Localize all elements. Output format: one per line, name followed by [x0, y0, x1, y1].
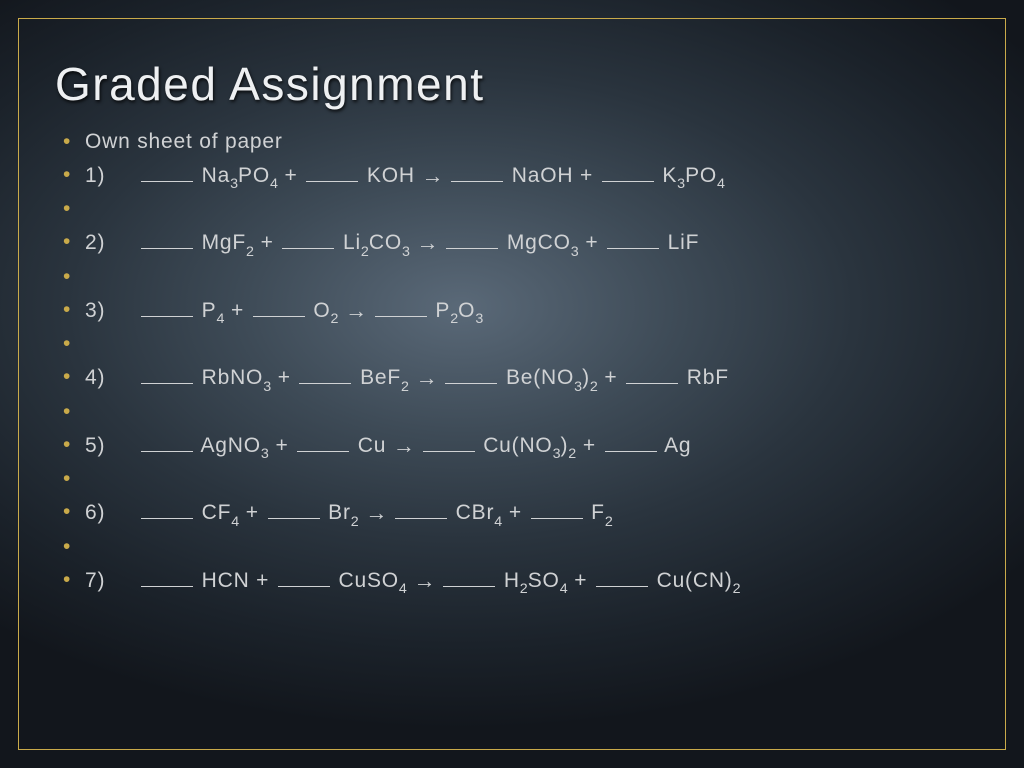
species: HCN: [202, 569, 250, 592]
equation-line: 2) MgF2 + Li2CO3 → MgCO3 + LiF: [57, 231, 971, 257]
species: K3PO4: [662, 164, 725, 187]
coefficient-blank: [445, 368, 497, 385]
species: CuSO4: [339, 569, 407, 592]
species: MgCO3: [507, 231, 579, 254]
coefficient-blank: [141, 570, 193, 587]
species: KOH: [367, 164, 415, 187]
intro-line: Own sheet of paper: [57, 131, 971, 156]
coefficient-blank: [299, 368, 351, 385]
arrow-icon: →: [417, 230, 438, 255]
coefficient-blank: [278, 570, 330, 587]
equation-number: 6): [85, 502, 139, 523]
species: BeF2: [360, 366, 409, 389]
coefficient-blank: [306, 165, 358, 182]
slide: Graded Assignment Own sheet of paper 1) …: [0, 0, 1024, 768]
species: O2: [313, 299, 338, 322]
species: MgF2: [202, 231, 254, 254]
species: F2: [591, 501, 613, 524]
arrow-icon: →: [345, 298, 366, 323]
coefficient-blank: [375, 300, 427, 317]
species: RbNO3: [202, 366, 271, 389]
coefficient-blank: [443, 570, 495, 587]
species: P2O3: [435, 299, 483, 322]
coefficient-blank: [282, 233, 334, 250]
coefficient-blank: [602, 165, 654, 182]
coefficient-blank: [607, 233, 659, 250]
coefficient-blank: [297, 435, 349, 452]
spacer-line: [57, 333, 971, 358]
species: H2SO4: [504, 569, 568, 592]
species: Cu: [358, 434, 386, 457]
equation-number: 3): [85, 300, 139, 321]
spacer-line: [57, 536, 971, 561]
species: Br2: [328, 501, 359, 524]
arrow-icon: →: [414, 568, 435, 593]
arrow-icon: →: [365, 500, 386, 525]
coefficient-blank: [141, 435, 193, 452]
arrow-icon: →: [393, 433, 414, 458]
equation-number: 4): [85, 367, 139, 388]
arrow-icon: →: [421, 163, 442, 188]
spacer-line: [57, 266, 971, 291]
equation-line: 7) HCN + CuSO4 → H2SO4 + Cu(CN)2: [57, 569, 971, 595]
coefficient-blank: [253, 300, 305, 317]
species: Cu(CN)2: [657, 569, 741, 592]
coefficient-blank: [423, 435, 475, 452]
coefficient-blank: [141, 233, 193, 250]
equation-line: 4) RbNO3 + BeF2 → Be(NO3)2 + RbF: [57, 366, 971, 392]
slide-frame: Graded Assignment Own sheet of paper 1) …: [18, 18, 1006, 750]
species: CF4: [202, 501, 240, 524]
equation-line: 3) P4 + O2 → P2O3: [57, 299, 971, 325]
equation-number: 2): [85, 232, 139, 253]
equation-number: 7): [85, 570, 139, 591]
coefficient-blank: [596, 570, 648, 587]
coefficient-blank: [268, 503, 320, 520]
species: Cu(NO3)2: [483, 434, 576, 457]
species: LiF: [668, 231, 700, 254]
coefficient-blank: [446, 233, 498, 250]
coefficient-blank: [451, 165, 503, 182]
coefficient-blank: [141, 300, 193, 317]
coefficient-blank: [395, 503, 447, 520]
species: AgNO3: [200, 434, 268, 457]
spacer-line: [57, 198, 971, 223]
species: Li2CO3: [343, 231, 410, 254]
coefficient-blank: [141, 503, 193, 520]
coefficient-blank: [141, 165, 193, 182]
equation-number: 1): [85, 165, 139, 186]
equation-number: 5): [85, 435, 139, 456]
spacer-line: [57, 468, 971, 493]
equation-line: 6) CF4 + Br2 → CBr4 + F2: [57, 501, 971, 527]
equation-line: 5) AgNO3 + Cu → Cu(NO3)2 + Ag: [57, 434, 971, 460]
species: Be(NO3)2: [506, 366, 598, 389]
species: Ag: [664, 434, 691, 457]
spacer-line: [57, 401, 971, 426]
arrow-icon: →: [416, 365, 437, 390]
species: NaOH: [512, 164, 574, 187]
equation-line: 1) Na3PO4 + KOH → NaOH + K3PO4: [57, 164, 971, 190]
coefficient-blank: [605, 435, 657, 452]
species: RbF: [687, 366, 729, 389]
coefficient-blank: [141, 368, 193, 385]
species: P4: [202, 299, 225, 322]
coefficient-blank: [531, 503, 583, 520]
coefficient-blank: [626, 368, 678, 385]
slide-title: Graded Assignment: [55, 57, 971, 111]
species: CBr4: [456, 501, 503, 524]
species: Na3PO4: [202, 164, 278, 187]
bullet-list: Own sheet of paper 1) Na3PO4 + KOH → NaO…: [53, 131, 971, 595]
